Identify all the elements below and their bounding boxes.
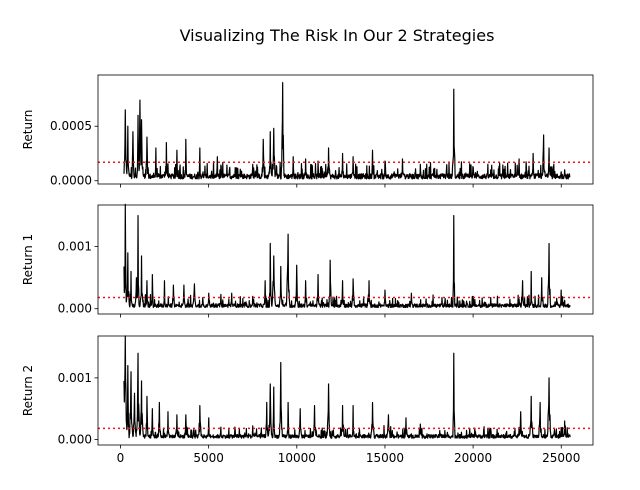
y-axis-label: Return: [21, 110, 35, 150]
y-tick-label: 0.0005: [50, 119, 92, 133]
series-line-1: [123, 82, 571, 180]
y-tick-label: 0.0000: [50, 174, 92, 188]
panel-2: 0.000 0.001 Return 1: [21, 203, 594, 318]
x-tick-label: 10000: [278, 451, 316, 465]
axes-frame-1: [97, 74, 594, 185]
y-axis-label: Return 2: [21, 365, 35, 416]
y-tick-label: 0.000: [58, 432, 92, 446]
axes-frame-3: [97, 335, 594, 446]
x-tick-label: 25000: [542, 451, 580, 465]
x-tick-label: 0: [117, 451, 125, 465]
panel-1: 0.0000 0.0005 Return: [21, 74, 594, 188]
panel-3: 0.000 0.001 0 5000 10000 15000 20000 25000 Retur…: [21, 335, 594, 465]
x-tick-label: 5000: [193, 451, 224, 465]
y-axis-label: Return 1: [21, 234, 35, 285]
series-line-3: [123, 335, 571, 439]
y-tick-label: 0.001: [58, 240, 92, 254]
x-tick-label: 15000: [366, 451, 404, 465]
y-tick-label: 0.001: [58, 371, 92, 385]
axes-frame-2: [97, 204, 594, 315]
chart-title: Visualizing The Risk In Our 2 Strategies: [180, 26, 495, 45]
y-tick-label: 0.000: [58, 302, 92, 316]
series-line-2: [123, 203, 571, 309]
x-tick-label: 20000: [454, 451, 492, 465]
